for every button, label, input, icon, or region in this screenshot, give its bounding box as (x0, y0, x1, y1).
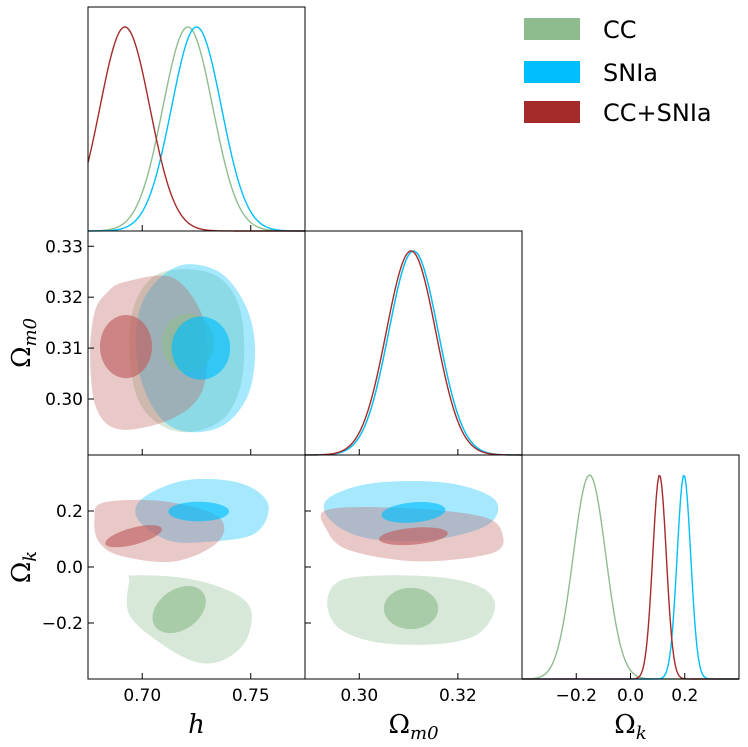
legend-entry-cc: CC (524, 16, 637, 44)
x-tick-label: 0.30 (340, 686, 378, 706)
curve-cc-snia-Ok (522, 474, 739, 680)
panel-frame (521, 454, 740, 680)
legend: CC SNIa CC+SNIa (524, 16, 712, 127)
legend-entry-snia: SNIa (524, 59, 658, 87)
x-tick-label: 0.32 (439, 686, 477, 706)
x-axis-label-ok: Ωk (614, 710, 646, 744)
contour-1sigma-snia (381, 501, 446, 523)
contour-1sigma-snia (168, 501, 230, 522)
x-tick-label: 0.0 (617, 686, 644, 706)
x-tick-label: 0.75 (232, 686, 270, 706)
legend-swatch (524, 61, 580, 83)
legend-entry-cc-snia: CC+SNIa (524, 99, 712, 127)
curve-cc-snia-Om (305, 250, 522, 456)
y-tick-label: 0.2 (56, 502, 83, 522)
panel-1d-Om (304, 250, 523, 456)
curve-snia-h (88, 26, 305, 232)
x-tick-label: −0.2 (556, 686, 597, 706)
contour-1sigma-cc-snia (105, 525, 162, 548)
contour-1sigma-cc-snia (99, 315, 153, 379)
legend-label: CC (603, 16, 637, 44)
contour-1sigma-snia (171, 316, 231, 380)
cross-panels (90, 264, 504, 664)
contour-1sigma-cc (152, 586, 206, 634)
contour-1sigma-cc-snia (379, 527, 448, 546)
panel-frame (304, 230, 523, 456)
curve-snia-Om (304, 250, 523, 456)
y-axis-label-ok: Ωk (7, 551, 41, 583)
y-axis-label-om: Ωm0 (7, 318, 41, 368)
contour-1sigma-cc (383, 587, 439, 630)
legend-label: SNIa (603, 59, 658, 87)
y-tick-label: 0.33 (45, 237, 83, 257)
panel-1d-Ok (521, 474, 739, 680)
panel-2d-h_Ok (94, 478, 269, 664)
x-axis-label-om: Ωm0 (388, 710, 438, 744)
panel-1d-h (87, 26, 305, 232)
curve-cc-Ok (521, 474, 739, 680)
y-tick-label: 0.32 (45, 288, 83, 308)
x-axis-label-h: h (188, 710, 205, 740)
legend-swatch (524, 101, 580, 123)
legend-swatch (524, 18, 580, 40)
curve-cc-snia-h (87, 26, 305, 232)
legend-label: CC+SNIa (603, 99, 712, 127)
axes: 0.70 0.75 0.30 0.32 −0.2 0.0 0.2 0.30 0.31 0.32 0.… (7, 6, 740, 744)
panel-2d-h_Om (90, 264, 256, 433)
y-tick-label: 0.30 (45, 390, 83, 410)
curve-cc-h (87, 26, 305, 232)
y-tick-label: 0.0 (56, 558, 83, 578)
x-tick-label: 0.2 (671, 686, 698, 706)
panel-2d-Om_Ok (320, 480, 504, 645)
y-tick-label: −0.2 (42, 614, 83, 634)
curve-cc-Om (304, 250, 523, 456)
y-tick-label: 0.31 (45, 339, 83, 359)
x-tick-label: 0.70 (123, 686, 161, 706)
curve-snia-Ok (522, 474, 739, 680)
